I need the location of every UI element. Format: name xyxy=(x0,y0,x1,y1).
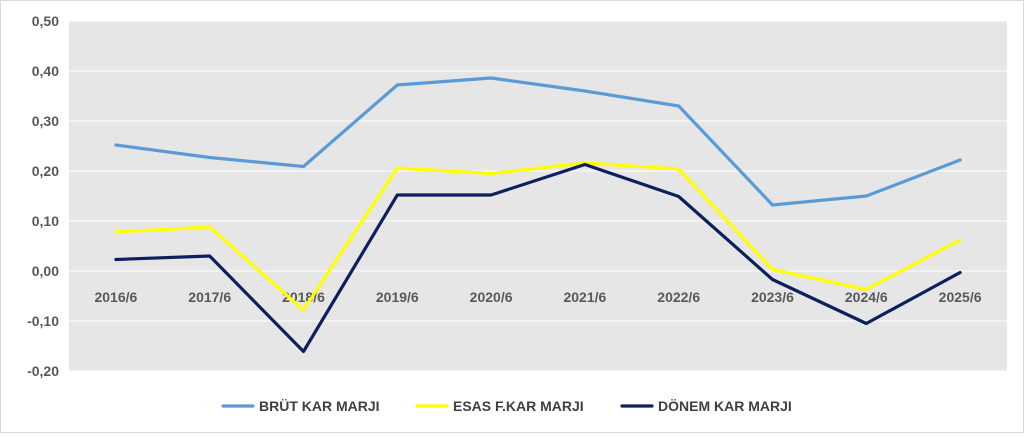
data-point xyxy=(114,143,118,147)
data-point xyxy=(771,278,774,281)
data-point xyxy=(489,76,493,80)
data-point xyxy=(114,258,118,261)
data-point xyxy=(958,271,962,274)
legend-item-1: BRÜT KAR MARJI xyxy=(221,398,380,414)
data-point xyxy=(958,158,962,162)
y-tick-label: 0,00 xyxy=(32,263,59,279)
data-point xyxy=(865,288,868,291)
data-point xyxy=(677,104,680,108)
y-tick-label: 0,10 xyxy=(32,213,59,229)
legend-item-2: ESAS F.KAR MARJI xyxy=(415,398,584,414)
x-axis: 2016/6 2017/6 2018/6 2019/6 2020/6 2021/6 2022… xyxy=(94,289,981,305)
y-tick-label: -0,10 xyxy=(27,313,59,329)
data-point xyxy=(396,166,399,170)
x-tick-label: 2021/6 xyxy=(563,289,606,305)
data-point xyxy=(583,89,587,93)
data-point xyxy=(677,167,680,171)
data-point xyxy=(114,230,118,234)
data-point xyxy=(208,254,211,258)
x-tick-label: 2019/6 xyxy=(376,289,419,305)
x-tick-label: 2024/6 xyxy=(845,289,888,305)
data-point xyxy=(489,193,493,197)
series-line-3 xyxy=(114,162,962,354)
y-tick-label: -0,20 xyxy=(27,363,59,379)
legend-item-3: DÖNEM KAR MARJI xyxy=(620,398,792,414)
data-point xyxy=(677,195,680,198)
data-point xyxy=(489,172,493,175)
x-tick-label: 2022/6 xyxy=(657,289,700,305)
data-point xyxy=(865,194,868,198)
x-tick-label: 2020/6 xyxy=(470,289,513,305)
y-axis: -0,20 -0,10 0,00 0,10 0,20 0,30 0,40 0,50 xyxy=(27,13,59,379)
x-tick-label: 2025/6 xyxy=(939,289,982,305)
x-tick-label: 2016/6 xyxy=(94,289,137,305)
data-point xyxy=(302,350,305,353)
legend: BRÜT KAR MARJI ESAS F.KAR MARJI DÖNEM KAR … xyxy=(221,398,792,414)
data-point xyxy=(396,83,399,87)
y-tick-label: 0,30 xyxy=(32,113,59,129)
data-point xyxy=(302,165,305,168)
data-point xyxy=(771,203,774,207)
data-point xyxy=(208,156,211,159)
data-point xyxy=(208,225,211,229)
x-tick-label: 2023/6 xyxy=(751,289,794,305)
data-point xyxy=(396,193,399,197)
series-line-1 xyxy=(114,76,962,207)
y-tick-label: 0,20 xyxy=(32,163,59,179)
y-tick-label: 0,40 xyxy=(32,63,59,79)
x-tick-label: 2017/6 xyxy=(188,289,231,305)
data-point xyxy=(771,268,774,271)
data-point xyxy=(302,308,305,312)
legend-label: DÖNEM KAR MARJI xyxy=(658,398,792,414)
y-tick-label: 0,50 xyxy=(32,13,59,29)
data-point xyxy=(958,238,962,242)
series-group xyxy=(114,76,962,354)
data-point xyxy=(583,163,587,166)
data-point xyxy=(865,322,868,325)
series-line-2 xyxy=(114,161,962,312)
legend-label: ESAS F.KAR MARJI xyxy=(453,398,584,414)
legend-label: BRÜT KAR MARJI xyxy=(259,398,380,414)
